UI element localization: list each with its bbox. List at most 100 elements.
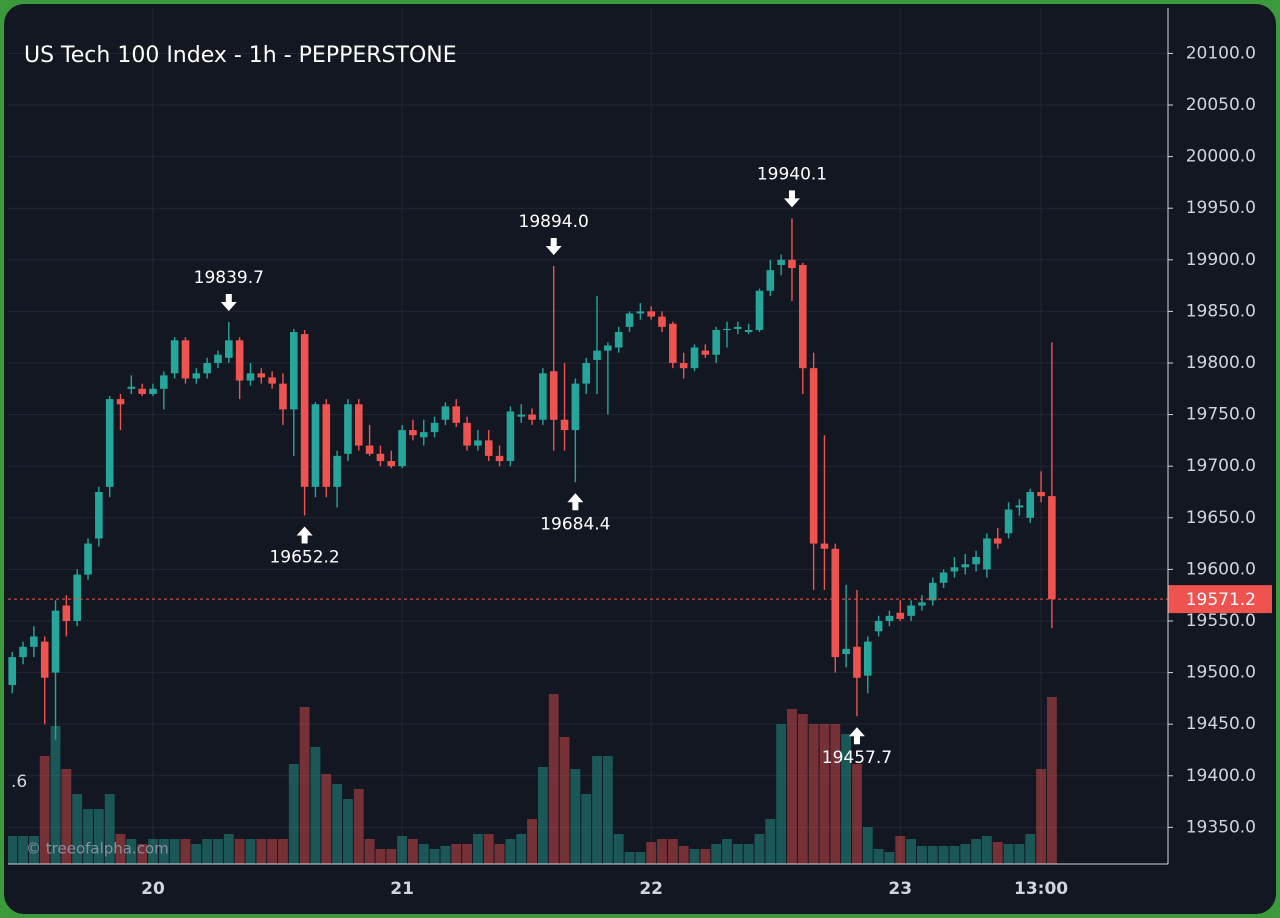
volume-bar	[61, 769, 72, 864]
y-tick-label: 19400.0	[1186, 766, 1256, 786]
candle-body	[279, 383, 287, 410]
volume-bar	[483, 834, 494, 864]
volume-bar	[667, 839, 678, 864]
candle-body	[376, 453, 385, 462]
volume-bar	[126, 839, 137, 864]
volume-bar	[852, 764, 862, 864]
candle-body	[993, 538, 1002, 544]
volume-bar	[787, 709, 797, 864]
volume-bar	[223, 834, 234, 864]
volume-bar	[364, 839, 375, 864]
candle-body	[1015, 505, 1024, 508]
volume-bar	[754, 834, 765, 864]
candle-body	[84, 543, 92, 575]
volume-bar	[332, 784, 343, 864]
volume-bar	[906, 839, 917, 864]
volume-bar	[429, 849, 440, 864]
volume-bar	[104, 794, 115, 864]
y-tick-label: 19500.0	[1186, 663, 1256, 683]
candle-body	[528, 414, 536, 420]
volume-bar	[39, 756, 50, 864]
volume-bar	[516, 834, 527, 864]
candle-body	[474, 440, 482, 446]
candle-body	[896, 612, 905, 619]
volume-bar	[256, 839, 267, 864]
y-tick-label: 19600.0	[1186, 559, 1256, 579]
volume-bar	[267, 839, 278, 864]
volume-bar	[797, 714, 808, 864]
candle-body	[116, 399, 125, 405]
candle-body	[744, 329, 753, 333]
candle-body	[289, 332, 298, 410]
candle-body	[365, 445, 374, 454]
candle-body	[95, 491, 103, 539]
volume-bar	[624, 852, 635, 864]
volume-bar	[83, 809, 93, 864]
y-tick-label: 19450.0	[1186, 714, 1256, 734]
volume-bar	[72, 794, 83, 864]
volume-bar	[234, 839, 245, 864]
volume-bar	[743, 844, 754, 864]
annotation-label: 19839.7	[194, 268, 264, 288]
candle-body	[149, 388, 157, 394]
volume-bar	[1003, 844, 1014, 864]
volume-bar	[148, 839, 158, 864]
candle-body	[766, 270, 775, 291]
volume-bar	[386, 849, 397, 864]
candle-body	[225, 340, 233, 358]
volume-bar	[8, 836, 18, 864]
volume-bar	[938, 846, 949, 864]
overlay: 19350.0 19400.0 19450.0 19500.0 19550.0 19600…	[8, 43, 1272, 899]
volume-bar	[884, 852, 895, 864]
candle-body	[51, 610, 60, 673]
candle-body	[842, 648, 850, 655]
volume-bar	[169, 839, 180, 864]
candle-body	[170, 340, 179, 374]
candle-body	[539, 373, 547, 420]
volume-bar	[375, 849, 386, 864]
y-tick-label: 19800.0	[1186, 353, 1256, 373]
volume-bar	[592, 756, 602, 864]
candle-body	[614, 332, 623, 348]
volume-bar	[321, 774, 332, 864]
volume-bar	[949, 846, 960, 864]
volume-bar	[115, 834, 126, 864]
candle-body	[495, 455, 504, 462]
candle-body	[1004, 509, 1013, 534]
candle-body	[809, 368, 818, 544]
candle-body	[549, 371, 558, 420]
candle-body	[712, 329, 720, 355]
volume-bar	[451, 844, 462, 864]
volume-bar	[288, 764, 299, 864]
volume-bar	[960, 844, 971, 864]
volume-bar	[93, 809, 104, 864]
arrow-up	[296, 526, 313, 544]
volume-bar	[137, 844, 148, 864]
arrow-down	[545, 237, 562, 255]
candle-body	[723, 328, 731, 331]
candle-body	[203, 362, 211, 374]
candle-body	[755, 290, 764, 330]
volume-bar	[559, 737, 570, 864]
volume-bar	[862, 827, 873, 864]
volume-bar	[581, 794, 592, 864]
edge-label: .6	[11, 772, 27, 792]
x-tick-label: 13:00	[1014, 879, 1068, 899]
candle-body	[506, 411, 515, 462]
candle-body	[679, 362, 688, 369]
volume-layer	[8, 694, 1057, 864]
volume-bar	[1046, 697, 1057, 864]
candle-body	[105, 399, 114, 487]
volume-bar	[343, 799, 353, 864]
candle-body	[192, 373, 201, 379]
arrow-up	[848, 727, 865, 745]
candle-body	[820, 543, 829, 549]
candle-body	[928, 582, 937, 601]
candle-body	[950, 567, 959, 572]
candle-body	[593, 350, 601, 360]
annotation-label: 19652.2	[269, 548, 339, 568]
y-tick-label: 19650.0	[1186, 508, 1256, 528]
volume-bar	[776, 724, 787, 864]
volume-bar	[50, 726, 61, 864]
